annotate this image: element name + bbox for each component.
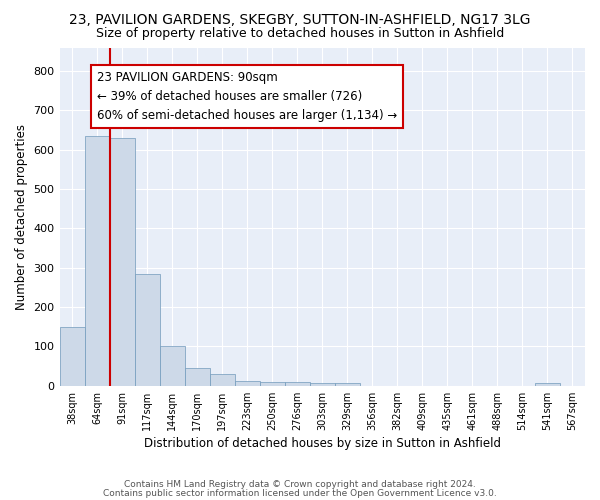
Bar: [335, 382, 360, 386]
Y-axis label: Number of detached properties: Number of detached properties: [15, 124, 28, 310]
Bar: [59, 327, 85, 386]
Bar: [160, 346, 185, 386]
Bar: [235, 380, 260, 386]
Bar: [285, 382, 310, 386]
Bar: [185, 368, 209, 386]
Bar: [110, 138, 134, 386]
Bar: [85, 136, 110, 386]
Text: Size of property relative to detached houses in Sutton in Ashfield: Size of property relative to detached ho…: [96, 28, 504, 40]
Text: 23, PAVILION GARDENS, SKEGBY, SUTTON-IN-ASHFIELD, NG17 3LG: 23, PAVILION GARDENS, SKEGBY, SUTTON-IN-…: [69, 12, 531, 26]
Bar: [209, 374, 235, 386]
Bar: [535, 384, 560, 386]
Bar: [260, 382, 285, 386]
Text: 23 PAVILION GARDENS: 90sqm
← 39% of detached houses are smaller (726)
60% of sem: 23 PAVILION GARDENS: 90sqm ← 39% of deta…: [97, 71, 397, 122]
Text: Contains HM Land Registry data © Crown copyright and database right 2024.: Contains HM Land Registry data © Crown c…: [124, 480, 476, 489]
Text: Contains public sector information licensed under the Open Government Licence v3: Contains public sector information licen…: [103, 489, 497, 498]
X-axis label: Distribution of detached houses by size in Sutton in Ashfield: Distribution of detached houses by size …: [144, 437, 501, 450]
Bar: [310, 382, 335, 386]
Bar: [134, 274, 160, 386]
